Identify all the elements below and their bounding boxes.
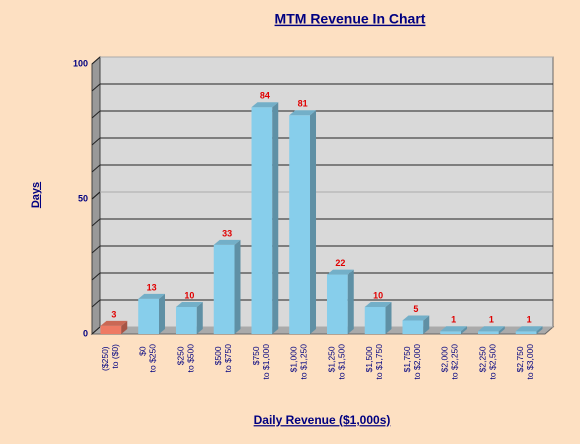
value-label: 81 xyxy=(298,99,308,109)
minor-grid-line xyxy=(91,272,101,281)
value-label: 10 xyxy=(184,290,194,300)
bar xyxy=(402,320,424,334)
bar-top xyxy=(402,315,430,321)
grid-line xyxy=(91,56,101,65)
bar-top xyxy=(138,293,166,299)
value-label: 33 xyxy=(222,228,232,238)
bar xyxy=(138,298,160,334)
bar-group xyxy=(402,315,430,334)
bar-group xyxy=(326,269,354,334)
bar-top xyxy=(364,302,392,307)
bar-group xyxy=(477,326,505,334)
bar-top xyxy=(213,239,241,245)
bar-group xyxy=(515,326,543,334)
bar xyxy=(175,307,197,334)
bar xyxy=(515,331,537,334)
minor-grid-line xyxy=(91,110,101,119)
bar-side xyxy=(347,269,354,334)
x-tick-label: $1,000 to $1,250 xyxy=(289,344,309,380)
bar-side xyxy=(234,239,241,334)
x-tick-label: ($250) to ($0) xyxy=(100,344,120,371)
minor-grid-line xyxy=(91,83,101,92)
bar-group xyxy=(251,102,279,334)
bar-group xyxy=(138,293,166,334)
value-label: 1 xyxy=(451,315,456,325)
value-label: 84 xyxy=(260,91,270,101)
value-label: 5 xyxy=(413,304,418,314)
bar-side xyxy=(385,302,392,334)
bar xyxy=(213,244,235,334)
value-label: 22 xyxy=(335,258,345,268)
x-tick-label: $1,750 to $2,000 xyxy=(402,344,422,380)
bar-side xyxy=(536,326,543,334)
bar-side xyxy=(272,102,279,334)
bar-side xyxy=(196,302,203,334)
bar-top xyxy=(175,302,203,307)
bar xyxy=(326,274,348,334)
bar-top xyxy=(440,326,468,332)
bar xyxy=(440,331,462,334)
x-tick-label: $750 to $1,000 xyxy=(251,344,271,380)
minor-grid-line xyxy=(91,299,101,308)
grid-line xyxy=(91,326,101,335)
bar xyxy=(364,307,386,334)
bar-top xyxy=(251,102,279,108)
value-label: 10 xyxy=(373,290,383,300)
bar xyxy=(100,325,122,334)
chart-title: MTM Revenue In Chart xyxy=(275,11,426,27)
bar xyxy=(477,331,499,334)
bar-top xyxy=(515,326,543,332)
x-axis-label: Daily Revenue ($1,000s) xyxy=(254,413,391,427)
y-tick-label: 0 xyxy=(83,328,88,338)
bar-group xyxy=(440,326,468,334)
bar-top xyxy=(326,269,354,275)
bar-side xyxy=(159,293,166,334)
bar xyxy=(289,115,311,334)
minor-grid-line xyxy=(91,137,101,146)
y-tick-label: 50 xyxy=(78,193,88,203)
minor-grid-line xyxy=(91,218,101,227)
value-label: 13 xyxy=(147,282,157,292)
bar-group xyxy=(100,320,128,334)
bar-side xyxy=(121,320,128,334)
bar-top xyxy=(477,326,505,332)
x-tick-label: $1,250 to $1,500 xyxy=(327,344,347,380)
grid-line xyxy=(91,191,101,200)
bar-group xyxy=(213,239,241,334)
bar-group xyxy=(175,302,203,334)
x-tick-label: $2,750 to $3,000 xyxy=(515,344,535,380)
value-label: 1 xyxy=(527,315,532,325)
minor-grid-line xyxy=(91,164,101,173)
bar xyxy=(251,107,273,334)
bar-side xyxy=(310,110,317,334)
x-tick-label: $2,000 to $2,250 xyxy=(440,344,460,380)
bar-side xyxy=(461,326,468,334)
x-tick-label: $0 to $250 xyxy=(138,344,158,373)
x-tick-label: $2,250 to $2,500 xyxy=(478,344,498,380)
y-axis-label: Days xyxy=(30,182,42,208)
x-tick-label: $1,500 to $1,750 xyxy=(364,344,384,380)
bar-top xyxy=(100,320,128,326)
bar-group xyxy=(289,110,317,334)
bar-top xyxy=(289,110,317,116)
x-tick-label: $250 to $500 xyxy=(176,344,196,373)
bar-side xyxy=(423,315,430,334)
value-label: 1 xyxy=(489,315,494,325)
x-tick-label: $500 to $750 xyxy=(213,344,233,373)
bar-group xyxy=(364,302,392,334)
bar-side xyxy=(498,326,505,334)
minor-grid-line xyxy=(91,245,101,254)
value-label: 3 xyxy=(111,309,116,319)
y-tick-label: 100 xyxy=(73,58,88,68)
